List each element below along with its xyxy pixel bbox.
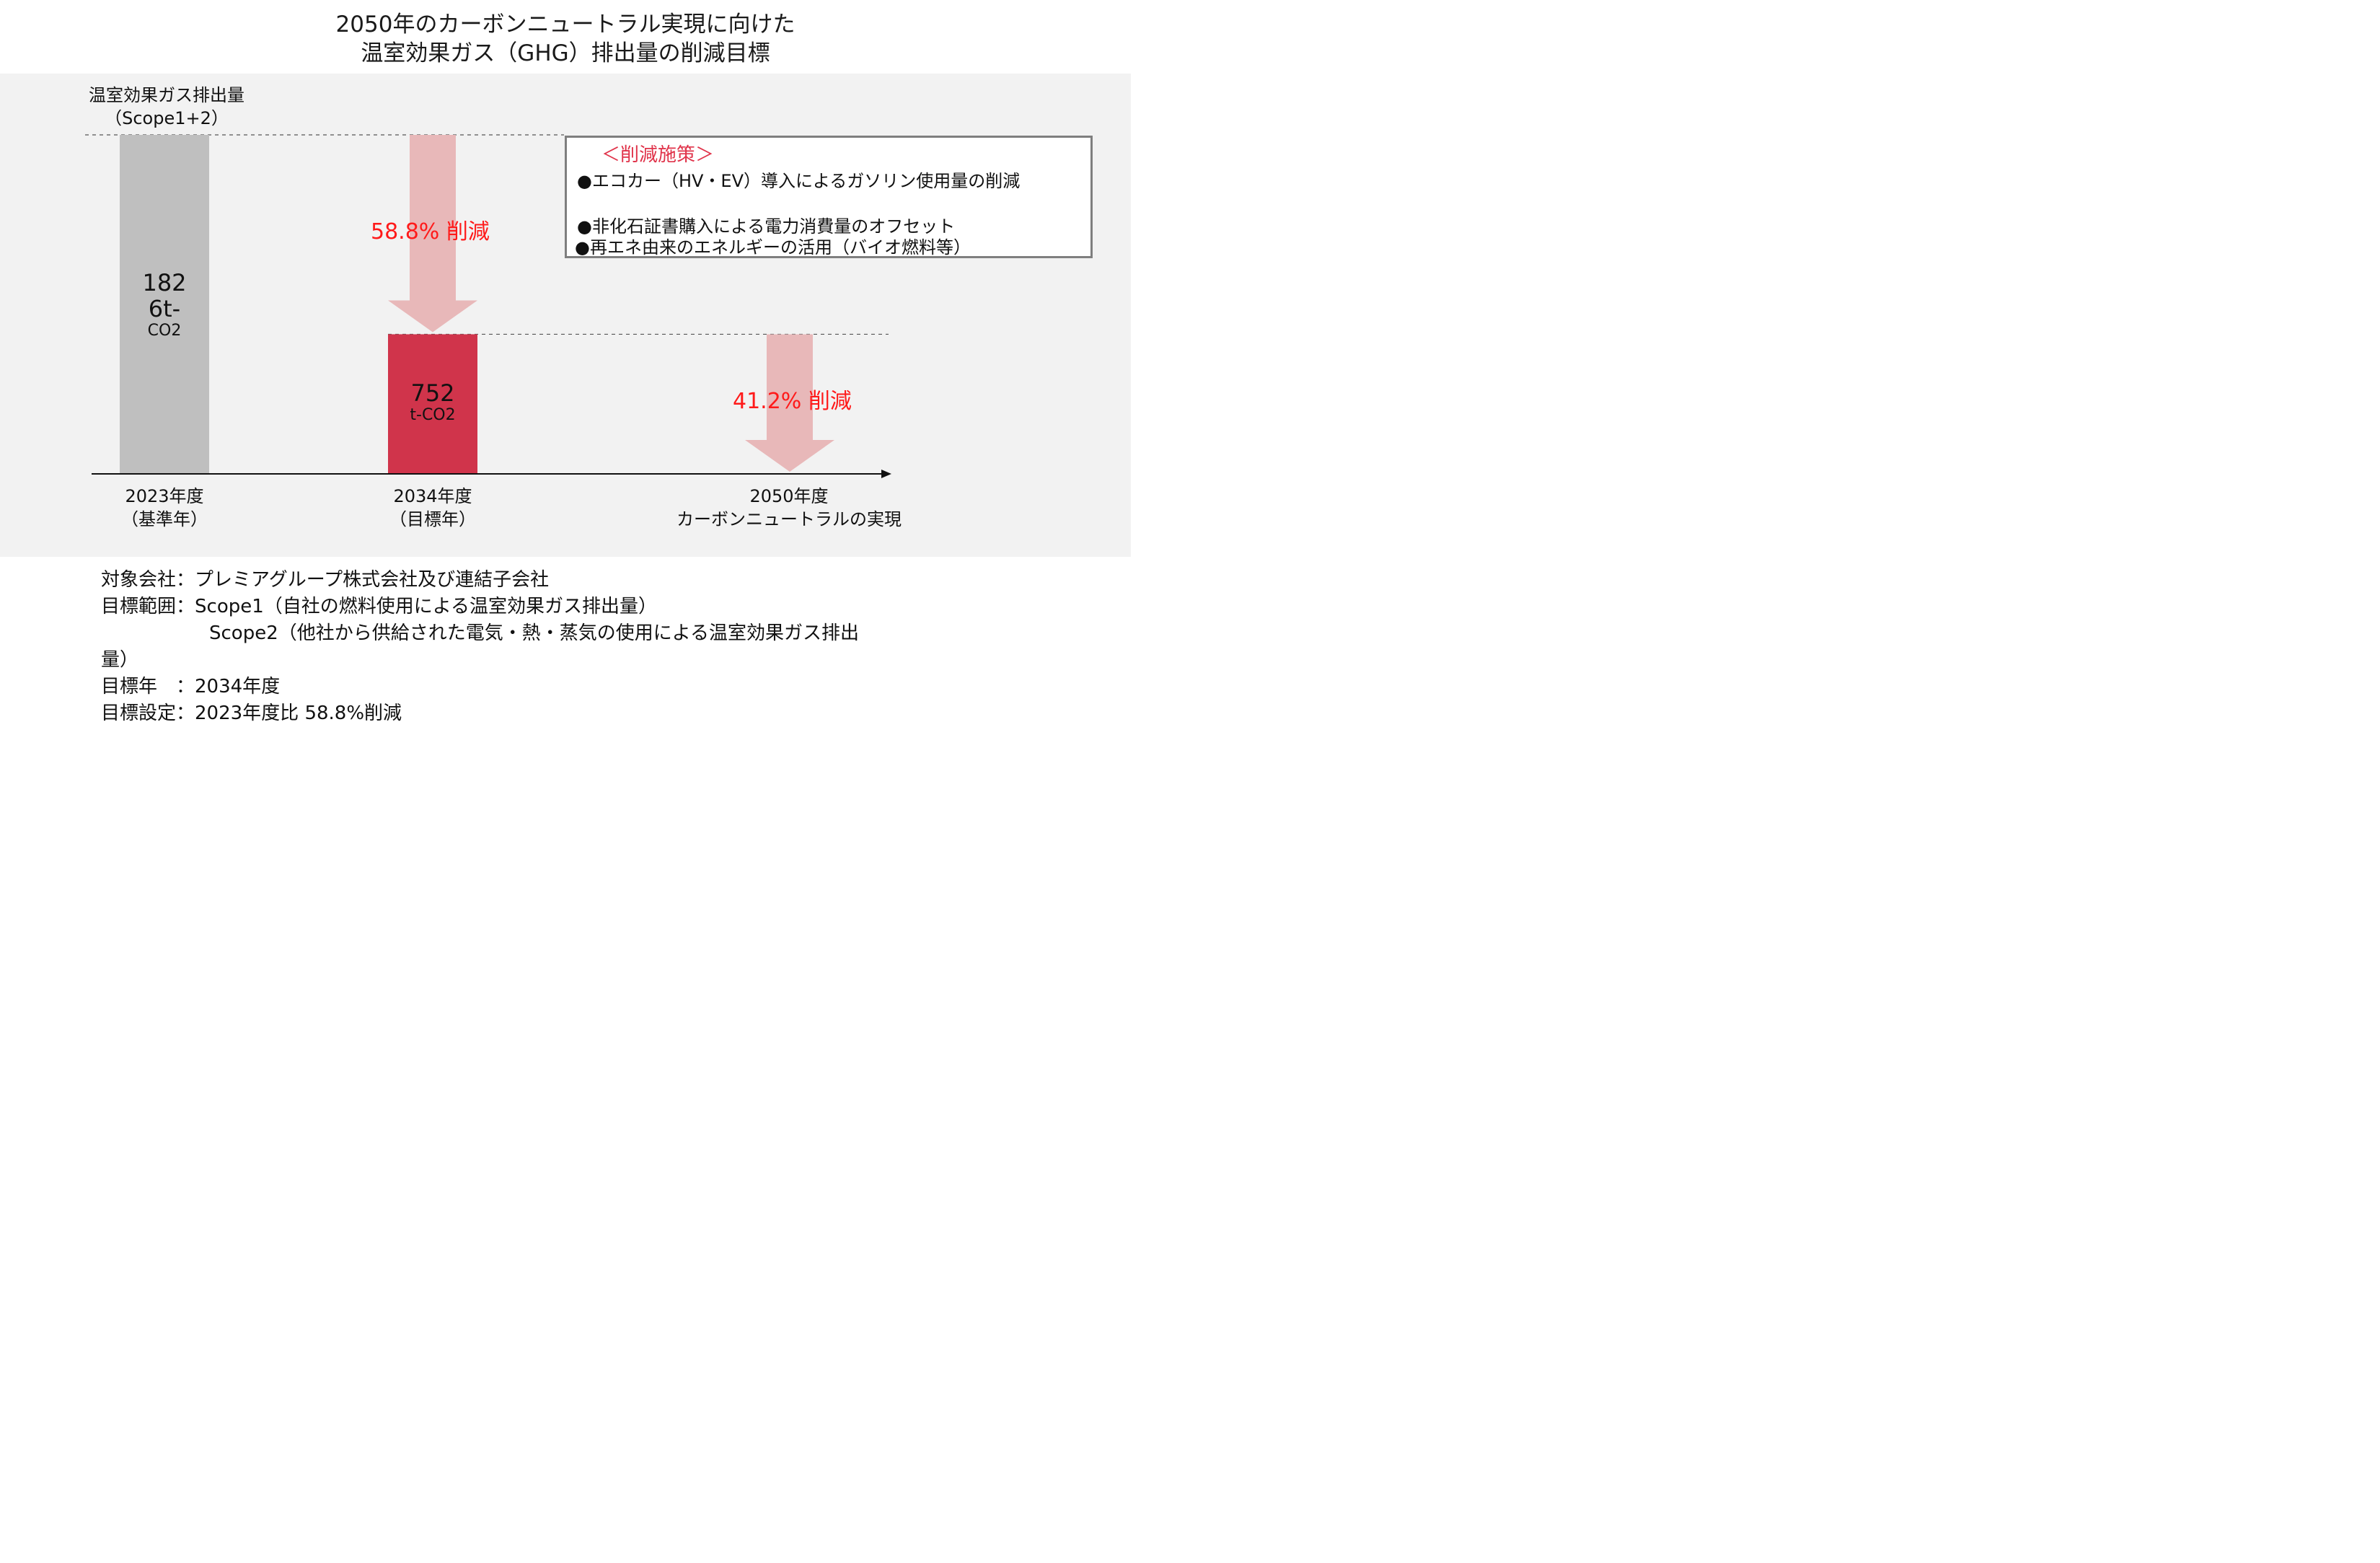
y-axis-label-line2: （Scope1+2） [105,108,229,128]
note-label: 量） [101,649,139,671]
x-tick-2050: 2050年度 カーボンニュートラルの実現 [649,485,929,531]
bar-label-2034-line2: t-CO2 [410,406,456,424]
note-label: 対象会社： [101,569,195,591]
note-row-company: 対象会社：プレミアグループ株式会社及び連結子会社 [101,567,1039,594]
note-label: 目標年 ： [101,676,195,697]
note-value: Scope2（他社から供給された電気・熱・蒸気の使用による温室効果ガス排出 [209,622,859,644]
note-value: プレミアグループ株式会社及び連結子会社 [195,569,550,591]
x-tick-2050-line1: 2050年度 [749,486,829,506]
x-tick-2023: 2023年度 （基準年） [85,485,244,531]
y-axis-label: 温室効果ガス排出量 （Scope1+2） [69,84,264,130]
note-row-scope2-wrap: 量） [101,647,1039,674]
note-value: 2023年度比 58.8%削減 [195,703,402,724]
bar-label-2023-line1: 182 [142,269,187,296]
note-row-scope2: Scope2（他社から供給された電気・熱・蒸気の使用による温室効果ガス排出 [101,620,1039,647]
chart-title-line1: 2050年のカーボンニュートラル実現に向けた [335,12,795,38]
notes: 対象会社：プレミアグループ株式会社及び連結子会社 目標範囲：Scope1（自社の… [101,567,1039,727]
bar-0 [120,135,209,474]
x-axis-arrowhead [881,470,891,478]
y-axis-label-line1: 温室効果ガス排出量 [89,85,244,105]
measures-item-2: ●非化石証書購入による電力消費量のオフセット [577,216,956,237]
measures-item-1: ●エコカー（HV・EV）導入によるガソリン使用量の削減 [577,171,1021,191]
bar-label-2023: 182 6t- CO2 [120,270,209,340]
chart-svg [85,134,891,478]
bar-label-2023-line2: 6t- [148,295,181,322]
note-value: Scope1（自社の燃料使用による温室効果ガス排出量） [195,596,657,617]
reduction-label-2: 41.2% 削減 [733,389,852,414]
bar-label-2034: 752 t-CO2 [388,380,477,425]
measures-box: ＜削減施策＞ ●エコカー（HV・EV）導入によるガソリン使用量の削減 ●非化石証… [565,136,1093,258]
note-label: 目標範囲： [101,596,195,617]
x-tick-2034-line2: （目標年） [389,509,476,529]
reduction-arrow-2 [745,334,834,472]
chart-title: 2050年のカーボンニュートラル実現に向けた 温室効果ガス（GHG）排出量の削減… [0,10,1131,68]
bar-label-2023-line3: CO2 [147,322,182,340]
measures-title: ＜削減施策＞ [601,144,715,166]
reduction-label-1: 58.8% 削減 [371,219,490,245]
bar-1 [388,334,477,474]
note-row-target-year: 目標年 ：2034年度 [101,674,1039,700]
reduction-arrow-1 [388,135,477,333]
chart-title-line2: 温室効果ガス（GHG）排出量の削減目標 [361,40,770,66]
note-value: 2034年度 [195,676,281,697]
note-row-scope1: 目標範囲：Scope1（自社の燃料使用による温室効果ガス排出量） [101,594,1039,620]
x-tick-2034-line1: 2034年度 [393,486,472,506]
x-tick-2023-line1: 2023年度 [125,486,204,506]
measures-item-3: ●再エネ由来のエネルギーの活用（バイオ燃料等） [575,237,971,257]
bar-label-2034-line1: 752 [410,379,455,407]
x-tick-2023-line2: （基準年） [121,509,208,529]
x-tick-2050-line2: カーボンニュートラルの実現 [676,509,902,529]
x-tick-2034: 2034年度 （目標年） [353,485,512,531]
note-label: 目標設定： [101,703,195,724]
note-row-target-setting: 目標設定：2023年度比 58.8%削減 [101,700,1039,727]
